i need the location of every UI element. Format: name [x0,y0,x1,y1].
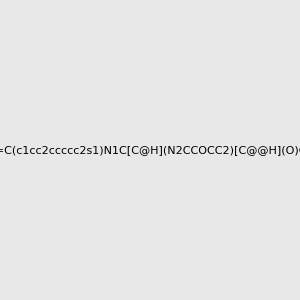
Text: O=C(c1cc2ccccc2s1)N1C[C@H](N2CCOCC2)[C@@H](O)C1: O=C(c1cc2ccccc2s1)N1C[C@H](N2CCOCC2)[C@@… [0,145,300,155]
